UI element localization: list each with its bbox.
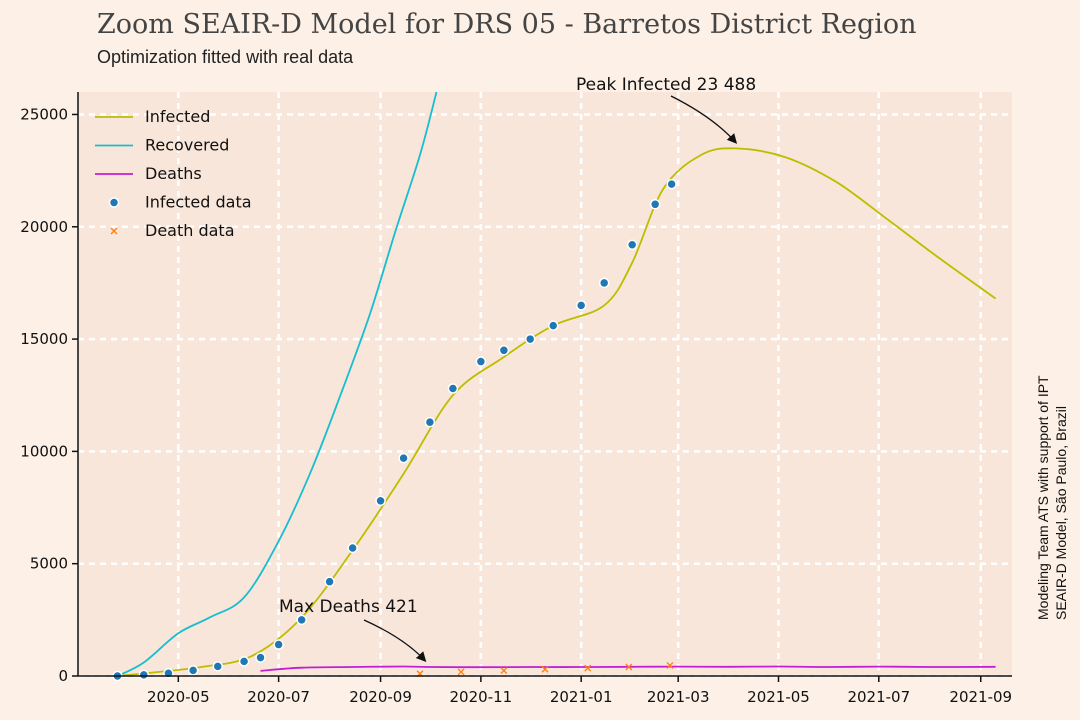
death-data-point [666, 661, 674, 669]
infected-data-point [598, 277, 610, 289]
infected-data-point [524, 333, 536, 345]
death-data-point [457, 668, 465, 676]
infected-data-point [212, 661, 224, 672]
plot-area [78, 92, 1012, 676]
x-tick-label: 2021-07 [847, 688, 910, 706]
x-tick-label: 2021-03 [647, 688, 710, 706]
infected-data-point [273, 639, 284, 650]
infected-data-point [447, 383, 459, 394]
infected-data-point [138, 669, 150, 681]
y-tick-label: 20000 [20, 218, 68, 236]
annotation-label: Peak Infected 23 488 [576, 75, 756, 95]
death-data-cross-b [541, 665, 549, 673]
series-infected [117, 147, 997, 677]
y-tick-label: 25000 [20, 105, 68, 123]
death-data-cross-b [584, 664, 592, 672]
death-data-cross-b [666, 661, 674, 669]
credit-line-2: SEAIR-D Model, São Paulo, Brazil [1053, 406, 1069, 620]
death-data-cross-b [457, 668, 465, 676]
axes-layer: 0 5000 10000 15000 20000 25000 2020-05 2020-07 2… [20, 92, 1012, 706]
legend-label: Infected data [145, 193, 252, 212]
legend-label: Infected [145, 107, 210, 126]
chart-subtitle: Optimization fitted with real data [97, 47, 354, 67]
x-tick-label: 2020-05 [147, 688, 210, 706]
annotation-arrow [363, 619, 427, 663]
y-tick-label: 10000 [20, 442, 68, 460]
legend-label: Recovered [145, 136, 229, 155]
series-layer [112, 91, 997, 682]
death-data-point [541, 665, 549, 673]
infected-data-point [347, 542, 358, 554]
credit-line-1: Modeling Team ATS with support of IPT [1035, 375, 1051, 620]
infected-data-point [255, 652, 266, 663]
infected-data-point [575, 300, 587, 311]
death-data-point [584, 664, 592, 672]
y-tick-label: 0 [58, 667, 68, 685]
infected-data-point [547, 320, 559, 331]
infected-data-point [296, 614, 307, 626]
infected-data-point [475, 356, 487, 367]
infected-data-point [666, 178, 677, 190]
legend-swatch-death-data [110, 227, 118, 235]
legend-label: Deaths [145, 164, 202, 183]
infected-data-point [375, 495, 386, 507]
death-data-point [500, 667, 508, 675]
annotation-label: Max Deaths 421 [279, 597, 418, 617]
series-deaths [260, 665, 996, 672]
infected-data-point [238, 656, 250, 667]
legend-label: Death data [145, 221, 235, 240]
y-tick-label: 15000 [20, 330, 68, 348]
legend-cross-b [110, 227, 118, 235]
x-tick-label: 2021-09 [949, 688, 1012, 706]
x-tick-label: 2021-01 [550, 688, 613, 706]
death-data-cross-b [625, 663, 633, 671]
x-tick-label: 2020-07 [247, 688, 310, 706]
x-tick-label: 2021-05 [747, 688, 810, 706]
infected-data-point [324, 576, 335, 587]
y-tick-label: 5000 [30, 555, 68, 573]
series-recovered [117, 91, 438, 677]
death-data-cross-b [500, 667, 508, 675]
chart-title: Zoom SEAIR-D Model for DRS 05 - Barretos… [97, 9, 917, 40]
legend-swatch-infected-data [108, 197, 120, 208]
infected-data-point [424, 416, 436, 428]
infected-data-point [649, 199, 661, 210]
infected-data-point [498, 345, 510, 356]
x-tick-label: 2020-09 [349, 688, 412, 706]
x-tick-label: 2020-11 [450, 688, 513, 706]
annotations: Peak Infected 23 488 Max Deaths 421 [279, 75, 756, 663]
infected-data-point [626, 239, 638, 250]
infected-data-point [187, 665, 199, 676]
credit: Modeling Team ATS with support of IPT SE… [1035, 375, 1069, 620]
infected-data-point [398, 452, 409, 464]
death-data-point [625, 663, 633, 671]
annotation-arrow [670, 95, 738, 144]
legend: Infected Recovered Deaths Infected data Deat… [95, 107, 252, 240]
